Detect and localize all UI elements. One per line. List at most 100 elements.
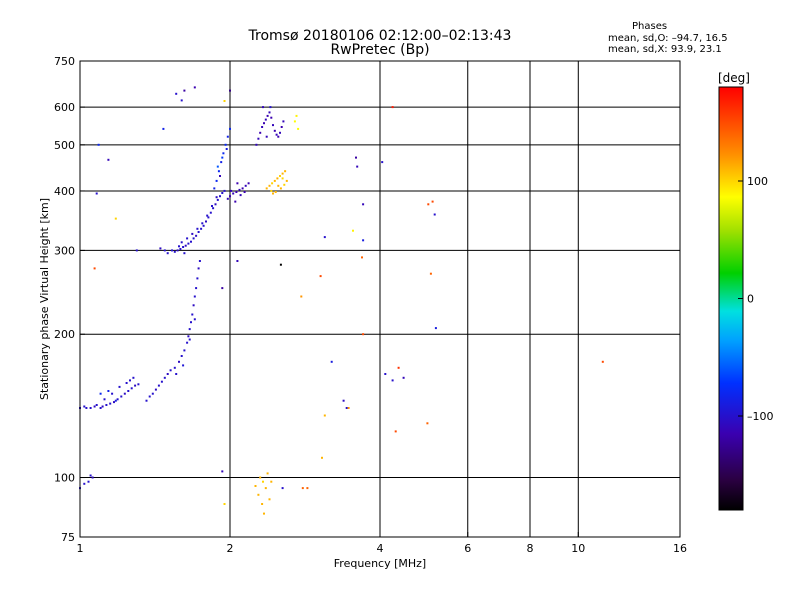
data-point — [262, 480, 264, 483]
data-point — [223, 503, 226, 505]
y-tick-label: 200 — [54, 328, 75, 341]
data-point — [163, 249, 166, 252]
data-point — [191, 313, 194, 316]
data-point — [192, 237, 195, 240]
data-point — [216, 198, 219, 201]
data-point — [202, 224, 205, 227]
data-point — [238, 188, 241, 191]
data-point — [241, 187, 244, 190]
data-point — [356, 165, 359, 168]
data-point — [93, 267, 96, 270]
data-point — [215, 196, 218, 199]
y-tick-label: 100 — [54, 472, 75, 485]
data-point — [222, 152, 225, 155]
x-tick-label: 1 — [77, 542, 84, 555]
data-point — [391, 106, 394, 109]
grid-lines — [80, 61, 680, 537]
data-point — [197, 231, 200, 233]
data-point — [127, 390, 130, 392]
data-point — [178, 360, 180, 363]
data-point — [211, 205, 213, 207]
data-point — [236, 260, 239, 262]
data-point — [193, 86, 196, 89]
data-point — [123, 392, 126, 395]
data-point — [431, 200, 434, 203]
data-point — [216, 165, 219, 168]
data-point — [157, 384, 160, 387]
data-point — [188, 328, 191, 331]
data-point — [162, 127, 165, 130]
data-point — [183, 252, 186, 255]
data-point — [215, 179, 218, 182]
data-point — [232, 192, 235, 195]
data-point — [196, 227, 199, 230]
data-point — [176, 249, 179, 252]
data-point — [83, 405, 86, 408]
data-point — [209, 211, 212, 214]
data-point — [201, 222, 204, 225]
data-point — [391, 379, 394, 382]
data-point — [281, 172, 284, 175]
data-point — [145, 399, 148, 402]
data-point — [101, 405, 104, 408]
data-point — [220, 161, 223, 164]
data-point — [283, 183, 286, 186]
data-point — [261, 126, 264, 128]
data-point — [221, 470, 224, 473]
data-point — [426, 422, 429, 425]
data-point — [266, 472, 269, 475]
x-tick-label: 4 — [377, 542, 384, 555]
data-point — [277, 135, 280, 138]
data-point — [180, 241, 183, 244]
data-point — [159, 247, 162, 250]
data-point — [91, 476, 94, 479]
data-point — [182, 364, 185, 367]
data-point — [125, 382, 128, 384]
data-point — [89, 407, 92, 409]
data-point — [196, 277, 199, 280]
data-point — [197, 267, 200, 270]
x-tick-label: 16 — [673, 542, 687, 555]
data-point — [234, 200, 237, 203]
y-tick-label: 750 — [54, 55, 75, 68]
data-point — [107, 158, 110, 161]
data-point — [183, 89, 186, 92]
data-point — [236, 182, 239, 185]
data-point — [243, 191, 246, 193]
data-point — [95, 404, 98, 406]
data-point — [85, 407, 88, 409]
data-point — [280, 126, 283, 128]
data-point — [198, 260, 201, 262]
data-point — [118, 385, 121, 388]
data-point — [166, 252, 169, 255]
data-point — [272, 124, 274, 127]
data-point — [429, 272, 432, 275]
data-point — [330, 360, 333, 363]
data-point — [207, 216, 210, 219]
data-point — [352, 229, 354, 232]
data-point — [342, 399, 345, 402]
data-point — [195, 234, 198, 237]
data-point — [187, 335, 190, 338]
data-point — [191, 232, 194, 235]
data-point — [239, 194, 242, 197]
data-point — [272, 192, 274, 195]
data-point — [321, 456, 323, 459]
data-point — [114, 217, 117, 220]
data-point — [247, 182, 250, 185]
data-point — [270, 189, 273, 192]
data-point — [221, 156, 224, 159]
data-point — [263, 122, 265, 125]
data-point — [257, 493, 260, 496]
data-point — [134, 384, 137, 387]
data-point — [200, 227, 203, 230]
data-point — [225, 148, 228, 150]
data-point — [274, 191, 277, 193]
x-axis-ticks: 1 2 4 6 8 10 16 — [77, 532, 687, 555]
data-point — [226, 197, 229, 200]
data-point — [362, 239, 365, 242]
data-point — [362, 333, 365, 336]
data-point — [83, 482, 86, 485]
data-point — [114, 399, 117, 402]
data-point — [166, 373, 169, 375]
